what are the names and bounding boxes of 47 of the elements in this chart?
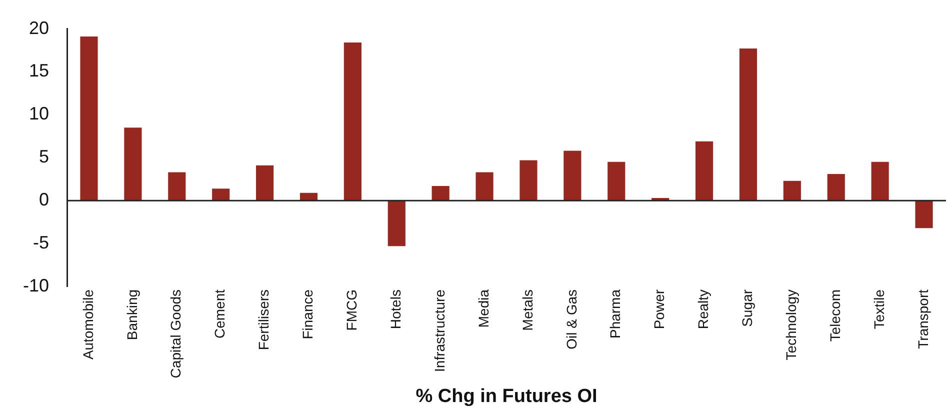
bar: [432, 186, 450, 201]
bar: [388, 200, 406, 246]
y-tick-label: -10: [23, 275, 50, 296]
y-tick-label: -5: [33, 232, 50, 253]
bar: [827, 174, 845, 201]
x-tick-label: Textile: [870, 289, 887, 330]
x-tick-label: Automobile: [80, 289, 96, 360]
bar: [344, 42, 362, 201]
bar: [915, 200, 933, 228]
y-tick-label: 10: [28, 104, 50, 124]
bar: [608, 162, 626, 201]
bar: [564, 150, 582, 201]
bar: [300, 192, 318, 201]
x-tick-label: Technology: [783, 289, 800, 360]
x-tick-label: Cement: [212, 289, 228, 339]
bar: [520, 160, 538, 201]
x-tick-label: Oil & Gas: [563, 289, 580, 350]
x-tick-label: Telecom: [826, 289, 843, 342]
x-tick-label: Media: [475, 289, 492, 328]
bar: [871, 162, 889, 201]
y-tick-label: 5: [39, 146, 50, 167]
bar: [739, 48, 758, 201]
x-tick-label: Sugar: [739, 289, 756, 327]
x-tick-label: Infrastructure: [431, 289, 448, 372]
bar: [124, 128, 142, 201]
y-tick-label: 15: [28, 60, 50, 81]
x-tick-label: Finance: [300, 289, 316, 340]
x-tick-label: Banking: [124, 289, 140, 340]
x-tick-label: Pharma: [607, 289, 624, 339]
x-tick-label: Metals: [519, 289, 536, 331]
bar: [212, 188, 230, 201]
bar: [783, 180, 801, 201]
x-axis-title: % Chg in Futures OI: [416, 386, 598, 407]
x-tick-label: Fertilisers: [256, 289, 272, 350]
x-tick-label: Realty: [695, 289, 712, 330]
bar: [80, 36, 98, 201]
y-tick-label: 20: [28, 18, 50, 38]
x-tick-label: Power: [651, 289, 668, 330]
x-tick-label: FMCG: [344, 289, 360, 331]
bar: [256, 165, 274, 201]
bar: [695, 141, 714, 201]
x-tick-label: Transport: [914, 289, 931, 349]
bar: [476, 172, 494, 201]
x-tick-label: Capital Goods: [168, 289, 184, 378]
bar: [168, 172, 186, 201]
y-tick-label: 0: [39, 190, 50, 210]
x-tick-label: Hotels: [387, 289, 404, 330]
